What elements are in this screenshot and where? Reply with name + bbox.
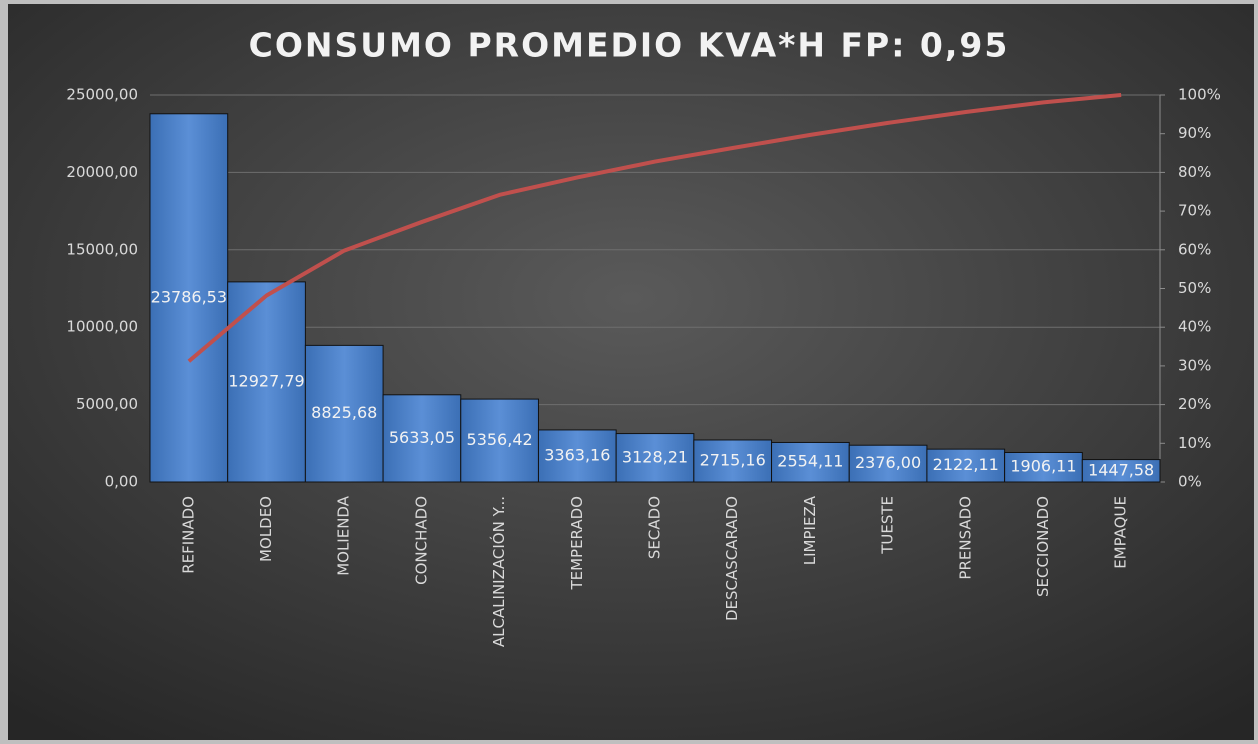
bar <box>848 444 928 483</box>
data-label: 2715,16 <box>700 450 766 469</box>
bar <box>1004 451 1083 483</box>
bar <box>382 394 462 483</box>
x-tick-label: MOLIENDA <box>335 495 353 576</box>
x-tick-label: TUESTE <box>879 496 897 555</box>
y-tick-label: 5000,00 <box>76 395 138 413</box>
x-tick-label: PRENSADO <box>956 496 974 580</box>
data-label: 5633,05 <box>389 428 455 447</box>
y-tick-label: 25000,00 <box>66 86 138 104</box>
data-label: 1906,11 <box>1010 457 1076 476</box>
y-tick-label: 20000,00 <box>66 163 138 181</box>
y-tick-label: 0,00 <box>105 473 138 491</box>
data-label: 3363,16 <box>544 445 610 464</box>
y2-tick-label: 10% <box>1178 434 1211 452</box>
data-label: 1447,58 <box>1088 460 1154 479</box>
x-tick-label: DESCASCARADO <box>723 496 741 621</box>
bar <box>149 113 229 483</box>
data-label: 5356,42 <box>467 430 533 449</box>
bar <box>537 429 617 483</box>
x-tick-label: SECADO <box>646 496 664 559</box>
bar <box>1081 459 1161 483</box>
bar <box>926 448 1006 483</box>
y2-tick-label: 40% <box>1178 318 1211 336</box>
data-label: 12927,79 <box>228 371 304 390</box>
data-label: 3128,21 <box>622 447 688 466</box>
y-tick-label: 10000,00 <box>66 318 138 336</box>
y-tick-label: 15000,00 <box>66 240 138 258</box>
data-label: 8825,68 <box>311 403 377 422</box>
x-tick-label: EMPAQUE <box>1112 496 1130 569</box>
x-tick-label: CONCHADO <box>412 496 430 585</box>
y2-tick-label: 30% <box>1178 356 1211 374</box>
y2-tick-label: 80% <box>1178 163 1211 181</box>
y2-tick-label: 60% <box>1178 240 1211 258</box>
cumulative-line <box>187 93 1122 363</box>
bar <box>771 441 850 483</box>
y2-tick-label: 20% <box>1178 395 1211 413</box>
x-tick-label: TEMPERADO <box>568 496 586 591</box>
y2-tick-label: 0% <box>1178 473 1202 491</box>
y2-tick-label: 70% <box>1178 202 1211 220</box>
bar <box>304 344 384 483</box>
y2-tick-label: 50% <box>1178 279 1211 297</box>
data-label: 2554,11 <box>777 452 843 471</box>
bar <box>615 433 695 483</box>
x-tick-label: SECCIONADO <box>1034 496 1052 597</box>
y2-tick-label: 90% <box>1178 124 1211 142</box>
data-label: 23786,53 <box>151 287 227 306</box>
data-label: 2122,11 <box>933 455 999 474</box>
data-label: 2376,00 <box>855 453 921 472</box>
x-tick-label: LIMPIEZA <box>801 495 819 565</box>
y2-tick-label: 100% <box>1178 86 1221 104</box>
chart-title: CONSUMO PROMEDIO KVA*H FP: 0,95 <box>249 26 1010 65</box>
x-tick-label: ALCALINIZACIÓN Y... <box>489 496 508 647</box>
x-tick-label: REFINADO <box>179 496 197 574</box>
x-tick-label: MOLDEO <box>257 496 275 562</box>
bar <box>693 439 773 483</box>
